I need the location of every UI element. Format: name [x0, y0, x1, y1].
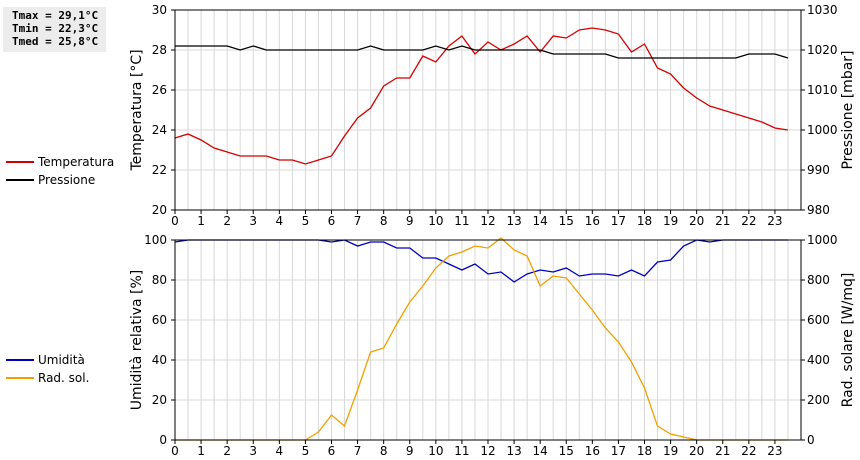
stat-tmax: Tmax = 29,1°C	[12, 9, 99, 22]
chart2-xtick-label: 14	[533, 444, 548, 458]
chart1-ytick-right-label: 1030	[807, 3, 838, 17]
chart1-xtick-label: 9	[406, 214, 414, 228]
legend-top: Temperatura Pressione	[6, 153, 114, 189]
chart1-xtick-label: 21	[715, 214, 730, 228]
legend-label-radsol: Rad. sol.	[38, 371, 90, 385]
chart2-xtick-label: 8	[380, 444, 388, 458]
legend-swatch-pressione	[6, 179, 34, 181]
chart1-xtick-label: 14	[533, 214, 548, 228]
chart1-xtick-label: 12	[480, 214, 495, 228]
chart2-xtick-label: 0	[171, 444, 179, 458]
chart2-xtick-label: 11	[454, 444, 469, 458]
chart1-xtick-label: 5	[302, 214, 310, 228]
chart1-ytick-left-label: 20	[152, 203, 167, 217]
chart2-xtick-label: 23	[767, 444, 782, 458]
chart2-xtick-label: 18	[637, 444, 652, 458]
chart1-xtick-label: 20	[689, 214, 704, 228]
chart2-ytick-left-label: 40	[152, 353, 167, 367]
legend-label-temperatura: Temperatura	[38, 155, 115, 169]
stat-tmin: Tmin = 22,3°C	[12, 22, 99, 35]
legend-label-umidita: Umidità	[38, 353, 85, 367]
chart2-xtick-label: 13	[506, 444, 521, 458]
chart1-xtick-label: 22	[741, 214, 756, 228]
chart2-xtick-label: 20	[689, 444, 704, 458]
chart2-ytick-left-label: 20	[152, 393, 167, 407]
chart2-xtick-label: 9	[406, 444, 414, 458]
chart2-ytick-right-label: 0	[807, 433, 815, 447]
chart1-xtick-label: 11	[454, 214, 469, 228]
chart1-ytick-right-label: 980	[807, 203, 830, 217]
chart2-xtick-label: 4	[276, 444, 284, 458]
chart1-xtick-label: 18	[637, 214, 652, 228]
chart1-ytick-right-label: 1020	[807, 43, 838, 57]
chart1-xtick-label: 7	[354, 214, 362, 228]
chart2-xtick-label: 12	[480, 444, 495, 458]
legend-swatch-umidita	[6, 359, 34, 361]
chart2-xtick-label: 7	[354, 444, 362, 458]
legend-item-pressione: Pressione	[6, 171, 114, 189]
chart2-series-umidit-	[174, 239, 788, 283]
chart1-xtick-label: 19	[663, 214, 678, 228]
chart2-ytick-right-label: 200	[807, 393, 830, 407]
chart2-ytick-left-label: 0	[159, 433, 167, 447]
chart2-xtick-label: 1	[197, 444, 205, 458]
chart2-ytick-left-label: 60	[152, 313, 167, 327]
chart1-series-pressione	[175, 45, 789, 59]
chart2-xtick-label: 21	[715, 444, 730, 458]
chart1-xtick-label: 15	[559, 214, 574, 228]
stats-box: Tmax = 29,1°C Tmin = 22,3°C Tmed = 25,8°…	[3, 7, 106, 52]
chart2-xtick-label: 17	[611, 444, 626, 458]
chart2-ylabel-left: Umidità relativa [%]	[129, 270, 145, 411]
chart1-xtick-label: 1	[197, 214, 205, 228]
chart2-xtick-label: 10	[428, 444, 443, 458]
chart1-xtick-label: 10	[428, 214, 443, 228]
legend-swatch-temperatura	[6, 161, 34, 163]
chart1-ytick-left-label: 26	[152, 83, 167, 97]
chart2-ytick-right-label: 400	[807, 353, 830, 367]
chart2-xtick-label: 16	[585, 444, 600, 458]
chart2-xtick-label: 5	[302, 444, 310, 458]
chart2-xtick-label: 6	[328, 444, 336, 458]
chart2-ytick-right-label: 1000	[807, 233, 838, 247]
chart1-xtick-label: 0	[171, 214, 179, 228]
legend-item-temperatura: Temperatura	[6, 153, 114, 171]
chart1-ytick-left-label: 28	[152, 43, 167, 57]
chart2-ylabel-right: Rad. solare [W/mq]	[840, 273, 856, 408]
chart1-xtick-label: 2	[223, 214, 231, 228]
legend-swatch-radsol	[6, 377, 34, 379]
chart1-ytick-left-label: 30	[152, 3, 167, 17]
chart1-ytick-right-label: 1010	[807, 83, 838, 97]
chart1-xtick-label: 17	[611, 214, 626, 228]
chart1-xtick-label: 3	[249, 214, 257, 228]
chart1-ytick-right-label: 990	[807, 163, 830, 177]
chart1-ytick-left-label: 22	[152, 163, 167, 177]
chart1-ylabel-left: Temperatura [°C]	[129, 49, 145, 171]
chart2-xtick-label: 2	[223, 444, 231, 458]
chart1-ylabel-right: Pressione [mbar]	[840, 50, 856, 169]
legend-item-radsol: Rad. sol.	[6, 369, 89, 387]
chart1-xtick-label: 8	[380, 214, 388, 228]
legend-bottom: Umidità Rad. sol.	[6, 351, 89, 387]
chart1-ytick-right-label: 1000	[807, 123, 838, 137]
chart2-ytick-right-label: 600	[807, 313, 830, 327]
stat-tmed: Tmed = 25,8°C	[12, 35, 99, 48]
chart1-xtick-label: 23	[767, 214, 782, 228]
legend-item-umidita: Umidità	[6, 351, 89, 369]
chart1-xtick-label: 16	[585, 214, 600, 228]
chart2-ytick-left-label: 100	[144, 233, 167, 247]
chart2-xtick-label: 3	[249, 444, 257, 458]
chart2-ytick-left-label: 80	[152, 273, 167, 287]
chart1-xtick-label: 13	[506, 214, 521, 228]
chart1-ytick-left-label: 24	[152, 123, 167, 137]
chart1-xtick-label: 4	[276, 214, 284, 228]
chart1-series-temperatura	[174, 27, 789, 165]
chart2-xtick-label: 15	[559, 444, 574, 458]
chart1-xtick-label: 6	[328, 214, 336, 228]
legend-label-pressione: Pressione	[38, 173, 96, 187]
chart2-xtick-label: 19	[663, 444, 678, 458]
chart2-ytick-right-label: 800	[807, 273, 830, 287]
chart2-xtick-label: 22	[741, 444, 756, 458]
